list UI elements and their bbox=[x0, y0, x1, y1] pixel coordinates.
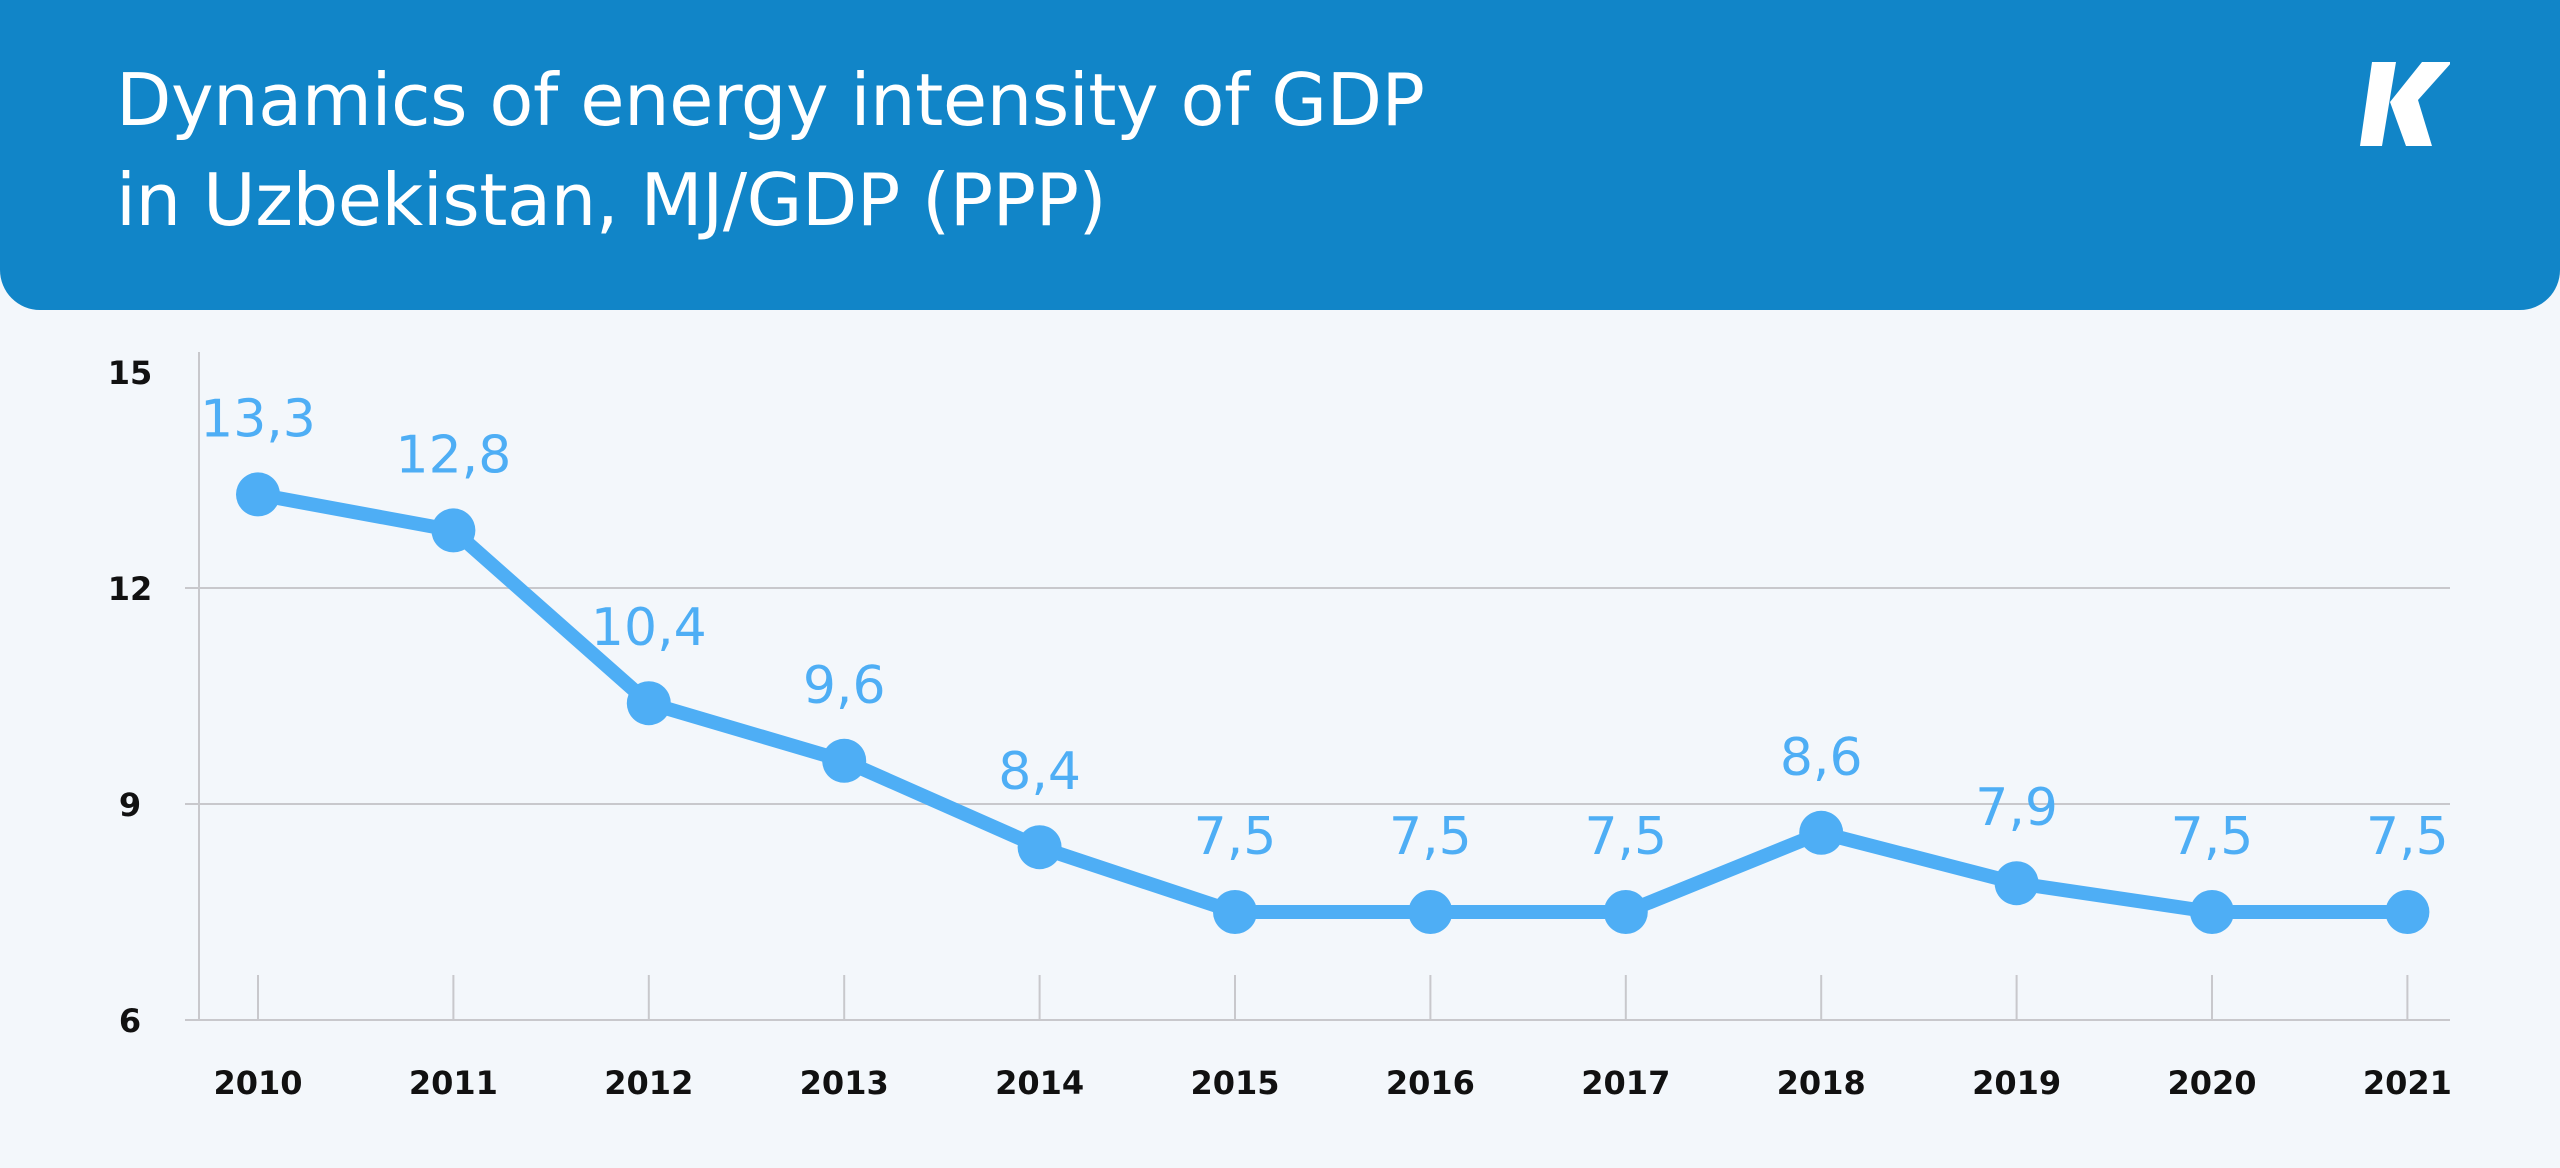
x-tick-label: 2010 bbox=[213, 1064, 302, 1102]
y-tick-label: 6 bbox=[119, 1002, 141, 1040]
k-logo-icon bbox=[2360, 62, 2450, 146]
data-label: 13,3 bbox=[200, 389, 316, 449]
x-tick-label: 2013 bbox=[800, 1064, 889, 1102]
data-point bbox=[2190, 890, 2234, 934]
data-point bbox=[626, 681, 671, 726]
data-label: 7,5 bbox=[1389, 807, 1472, 867]
chart-title: Dynamics of energy intensity of GDP in U… bbox=[116, 50, 1425, 250]
data-point bbox=[2385, 890, 2430, 934]
y-tick-label: 12 bbox=[108, 570, 153, 608]
data-point bbox=[1799, 810, 1844, 855]
data-label: 7,5 bbox=[1584, 807, 1667, 867]
header-banner: Dynamics of energy intensity of GDP in U… bbox=[0, 0, 2560, 310]
data-label: 8,6 bbox=[1780, 728, 1863, 788]
data-label: 9,6 bbox=[803, 656, 886, 716]
data-label: 10,4 bbox=[591, 598, 707, 658]
data-point bbox=[822, 738, 867, 783]
data-label: 7,5 bbox=[2366, 807, 2449, 867]
data-point bbox=[1408, 890, 1453, 934]
data-label: 7,9 bbox=[1975, 778, 2058, 838]
data-label: 8,4 bbox=[998, 742, 1081, 802]
data-label: 12,8 bbox=[396, 425, 512, 485]
x-tick-label: 2020 bbox=[2167, 1064, 2256, 1102]
data-point bbox=[1994, 861, 2039, 906]
x-tick-label: 2015 bbox=[1190, 1064, 1279, 1102]
x-tick-label: 2017 bbox=[1581, 1064, 1670, 1102]
title-line-1: Dynamics of energy intensity of GDP bbox=[116, 58, 1425, 142]
data-point bbox=[1017, 825, 1062, 870]
series-line bbox=[256, 487, 2408, 919]
x-tick-label: 2014 bbox=[995, 1064, 1084, 1102]
data-point bbox=[431, 508, 476, 553]
x-tick-label: 2019 bbox=[1972, 1064, 2061, 1102]
data-label: 7,5 bbox=[2171, 807, 2254, 867]
x-tick-label: 2016 bbox=[1386, 1064, 1475, 1102]
x-tick-label: 2012 bbox=[604, 1064, 693, 1102]
data-point bbox=[1603, 890, 1648, 934]
x-tick-label: 2011 bbox=[409, 1064, 498, 1102]
y-tick-label: 9 bbox=[119, 786, 141, 824]
data-point bbox=[1213, 890, 1257, 934]
title-line-2: in Uzbekistan, MJ/GDP (PPP) bbox=[116, 158, 1107, 242]
data-label: 7,5 bbox=[1194, 807, 1277, 867]
x-tick-label: 2018 bbox=[1777, 1064, 1866, 1102]
x-tick-label: 2021 bbox=[2363, 1064, 2452, 1102]
data-point bbox=[236, 472, 280, 517]
y-tick-label: 15 bbox=[108, 354, 153, 392]
